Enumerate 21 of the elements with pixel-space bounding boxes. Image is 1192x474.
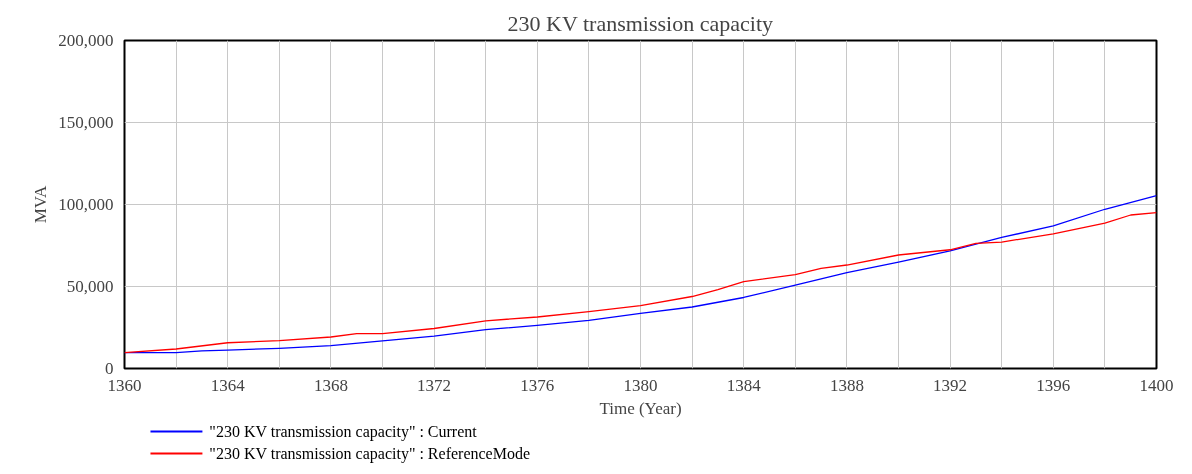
x-tick-label: 1384 xyxy=(726,375,762,395)
x-tick-label: 1368 xyxy=(313,375,348,395)
x-tick-label: 1396 xyxy=(1036,375,1071,395)
y-tick-label: 150,000 xyxy=(58,113,114,132)
y-tick-label: 0 xyxy=(105,359,114,378)
y-tick-label: 100,000 xyxy=(58,195,114,214)
x-axis-title: Time (Year) xyxy=(599,398,682,418)
y-axis-title: MVA xyxy=(31,185,51,224)
x-tick-label: 1392 xyxy=(933,375,968,395)
legend-label: "230 KV transmission capacity" : ReferenceMode xyxy=(209,445,531,463)
x-tick-label: 1372 xyxy=(417,375,452,395)
x-tick-label: 1388 xyxy=(829,375,864,395)
x-tick-label: 1360 xyxy=(107,375,142,395)
x-tick-label: 1380 xyxy=(623,375,658,395)
x-tick-label: 1376 xyxy=(520,375,555,395)
x-tick-label: 1400 xyxy=(1139,375,1174,395)
legend-label: "230 KV transmission capacity" : Current xyxy=(209,423,478,441)
x-tick-label: 1364 xyxy=(210,375,246,395)
y-tick-label: 50,000 xyxy=(66,277,114,296)
y-tick-label: 200,000 xyxy=(58,31,114,50)
chart-title: 230 KV transmission capacity xyxy=(507,10,773,36)
